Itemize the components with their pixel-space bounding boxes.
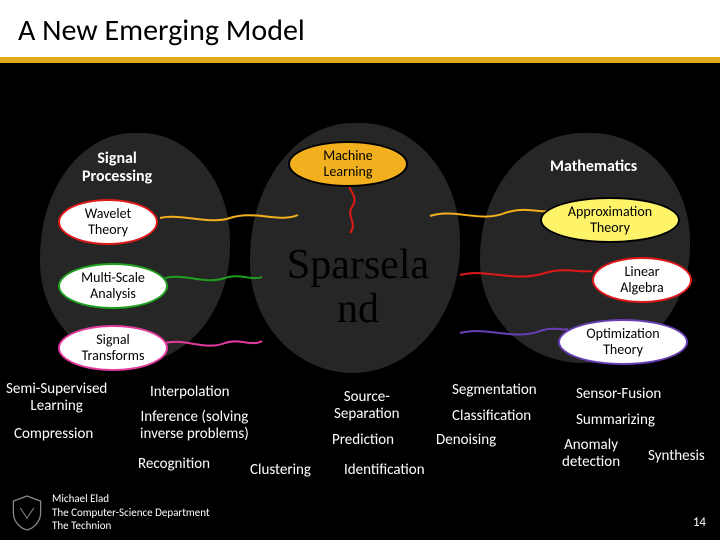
technion-shield-icon (10, 494, 44, 532)
label-11: Denoising (436, 431, 496, 449)
label-4: Recognition (138, 455, 210, 473)
label-3: Inference (solving inverse problems) (140, 409, 249, 442)
center-sparseland: Sparsela nd (268, 243, 448, 331)
oval-multiscale: Multi-Scale Analysis (58, 263, 168, 309)
header-mathematics: Mathematics (540, 155, 647, 179)
label-9: Segmentation (452, 381, 537, 399)
footer-credits: Michael Elad The Computer-Science Depart… (52, 492, 210, 532)
squiggle-0 (349, 181, 354, 233)
oval-signal_transforms: Signal Transforms (58, 325, 168, 371)
squiggle-6 (460, 329, 568, 335)
footer-inst: The Technion (52, 519, 210, 532)
label-7: Prediction (332, 431, 394, 449)
oval-optimization: Optimization Theory (558, 319, 688, 365)
footer-name: Michael Elad (52, 492, 210, 505)
squiggle-5 (460, 270, 592, 276)
oval-approx: Approximation Theory (540, 197, 680, 243)
oval-wavelet: Wavelet Theory (58, 199, 158, 245)
header-signal-processing: Signal Processing (72, 147, 162, 190)
squiggle-4 (165, 341, 262, 346)
diagram-canvas: Signal Processing Mathematics Machine Le… (0, 63, 720, 503)
label-6: Source- Separation (334, 389, 400, 422)
label-10: Classification (452, 407, 531, 425)
label-2: Interpolation (150, 383, 230, 401)
label-15: Synthesis (648, 447, 705, 465)
label-12: Sensor-Fusion (576, 385, 661, 403)
label-5: Clustering (250, 461, 311, 479)
slide-title: A New Emerging Model (0, 0, 720, 57)
footer-dept: The Computer-Science Department (52, 506, 210, 519)
squiggle-1 (160, 215, 298, 220)
label-13: Summarizing (576, 411, 655, 429)
label-1: Compression (14, 425, 93, 443)
squiggle-2 (430, 210, 548, 217)
oval-machine_learning: Machine Learning (288, 141, 408, 187)
label-8: Identification (344, 461, 425, 479)
squiggle-3 (165, 276, 262, 280)
oval-linear_algebra: Linear Algebra (592, 257, 692, 303)
label-0: Semi-Supervised Learning (6, 381, 107, 414)
label-14: Anomaly detection (562, 437, 620, 470)
page-number: 14 (693, 515, 706, 530)
